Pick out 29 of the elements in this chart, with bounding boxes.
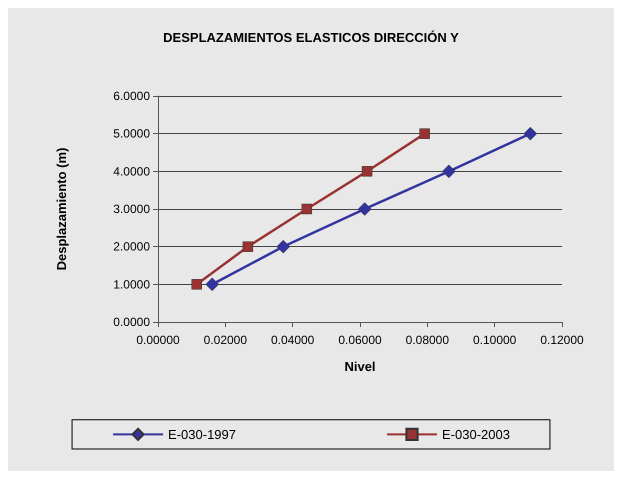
point: [276, 240, 290, 254]
point: [524, 126, 538, 140]
chart-title: DESPLAZAMIENTOS ELASTICOS DIRECCIÓN Y: [163, 30, 460, 45]
point: [242, 241, 254, 252]
y-tick-label: 4.0000: [113, 164, 150, 178]
y-tick-label: 6.0000: [113, 89, 150, 103]
legend-label: E-030-1997: [168, 426, 236, 442]
x-tick-label: 0.08000: [406, 333, 450, 347]
x-tick-label: 0.00000: [136, 333, 180, 347]
legend-label: E-030-2003: [442, 426, 510, 442]
y-tick-label: 5.0000: [113, 126, 150, 141]
point: [205, 278, 219, 292]
x-axis-title: Nivel: [344, 359, 376, 374]
point: [442, 164, 456, 178]
point: [362, 166, 372, 177]
y-tick-label: 1.0000: [113, 277, 150, 292]
y-tick-label: 0.0000: [113, 315, 150, 329]
x-tick-label: 0.06000: [338, 333, 382, 347]
y-tick-label: 3.0000: [113, 202, 150, 216]
y-tick-label: 2.0000: [113, 240, 150, 254]
x-tick-label: 0.12000: [540, 333, 584, 347]
point: [191, 279, 202, 290]
point: [302, 204, 312, 214]
x-tick-label: 0.02000: [204, 333, 248, 347]
x-tick-label: 0.04000: [270, 333, 315, 347]
point: [358, 202, 372, 216]
point: [419, 128, 430, 139]
x-tick-label: 0.10000: [472, 333, 517, 347]
y-axis-title: Desplazamiento (m): [54, 148, 69, 270]
